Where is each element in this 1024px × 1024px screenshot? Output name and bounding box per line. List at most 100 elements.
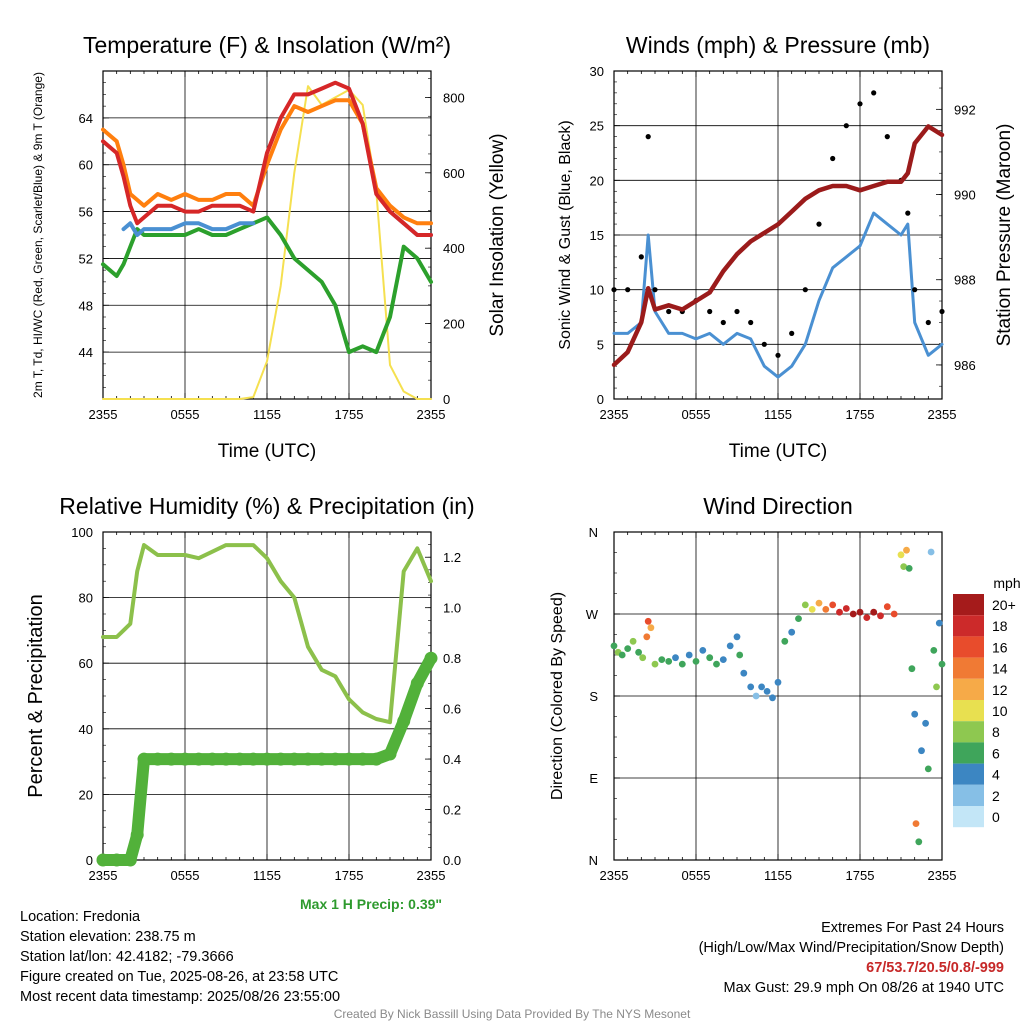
y-tick-label-right: 986 — [954, 358, 976, 373]
direction-point — [870, 608, 878, 616]
colorbar-label: 12 — [992, 682, 1008, 698]
x-tick-label: 2355 — [600, 407, 629, 422]
precip-point — [137, 752, 151, 766]
direction-point — [658, 656, 666, 663]
panel-1: 2355 0555 1155 1755 2355 Temperature (F) & In… — [31, 32, 508, 462]
colorbar-swatch — [953, 721, 984, 743]
y-tick-label-left: 25 — [590, 119, 604, 134]
gust-point — [652, 287, 658, 293]
direction-point — [763, 688, 771, 695]
y-tick-label-left: 60 — [79, 656, 93, 671]
series-temp — [101, 80, 433, 237]
direction-point — [624, 645, 632, 652]
gust-point — [789, 330, 795, 336]
x-tick-label: 2355 — [417, 868, 446, 883]
y-tick-label-left: 64 — [79, 111, 93, 126]
credit-line: Created By Nick Bassill Using Data Provi… — [333, 1007, 691, 1021]
x-tick-label: 1755 — [846, 407, 875, 422]
colorbar-title: mph — [993, 575, 1020, 591]
x-tick-label: 2355 — [600, 868, 629, 883]
direction-point — [815, 599, 823, 607]
y-tick-label-left: 15 — [590, 228, 604, 243]
panel-title: Wind Direction — [703, 493, 853, 519]
direction-tick-label: N — [589, 525, 598, 540]
direction-point — [915, 838, 923, 846]
direction-tick-label: E — [589, 771, 598, 786]
precip-point — [301, 752, 315, 766]
gust-point — [707, 308, 713, 315]
direction-point — [685, 651, 693, 659]
direction-point — [618, 651, 626, 659]
x-tick-label: 0555 — [171, 868, 200, 883]
y-axis-label-left: 2m T, Td, HI/WC (Red, Green, Scarlet/Blu… — [31, 72, 45, 398]
y-tick-label-right: 0.6 — [443, 702, 461, 717]
y-tick-label-right: 988 — [954, 273, 976, 288]
direction-point — [672, 654, 679, 662]
direction-tick-label: S — [589, 689, 598, 704]
y-tick-label-left: 20 — [590, 173, 604, 188]
gust-point — [720, 319, 726, 326]
gust-point — [871, 90, 877, 96]
colorbar-label: 8 — [992, 724, 1000, 740]
direction-tick-label: N — [589, 853, 598, 868]
y-tick-label-right: 400 — [443, 241, 465, 256]
panel-4: 2355 0555 1155 1755 2355 Wind Direction N E S W N D… — [549, 493, 1021, 883]
colorbar-swatch — [953, 763, 984, 785]
y-axis-label-left: Percent & Precipitation — [25, 594, 47, 797]
x-axis-label: Time (UTC) — [729, 441, 828, 462]
gust-point — [611, 287, 617, 293]
series-relative-humidity — [101, 543, 433, 725]
colorbar-label: 2 — [992, 788, 1000, 804]
gust-point — [645, 134, 651, 140]
gust-point — [625, 287, 631, 293]
y-axis-label: Direction (Colored By Speed) — [549, 592, 566, 800]
colorbar-swatch — [953, 742, 984, 764]
station-info: Location: Fredonia Station elevation: 23… — [20, 907, 340, 1007]
colorbar-label: 0 — [992, 809, 1000, 825]
x-tick-label: 0555 — [682, 868, 711, 883]
station-latlon: Station lat/lon: 42.4182; -79.3666 — [20, 949, 234, 965]
gust-point — [748, 319, 754, 326]
precip-point — [192, 752, 206, 766]
x-axis-label: Time (UTC) — [218, 441, 317, 462]
colorbar-label: 16 — [992, 639, 1008, 655]
direction-point — [911, 710, 919, 718]
y-tick-label-right: 0.4 — [443, 752, 461, 767]
direction-point — [740, 669, 748, 677]
direction-point — [822, 606, 830, 613]
panel-title: Relative Humidity (%) & Precipitation (i… — [59, 493, 474, 519]
y-tick-label-right: 0.2 — [443, 803, 461, 818]
direction-point — [692, 658, 700, 665]
direction-point — [905, 565, 913, 572]
panel-2: 2355 0555 1155 1755 2355 Winds (mph) & Pressu… — [557, 32, 1015, 462]
precip-point — [410, 676, 424, 690]
direction-point — [629, 637, 637, 645]
direction-point — [933, 683, 940, 691]
x-tick-label: 1755 — [846, 868, 875, 883]
direction-point — [726, 642, 734, 650]
direction-point — [795, 615, 802, 622]
x-tick-label: 1155 — [253, 868, 281, 883]
y-tick-label-right: 800 — [443, 90, 465, 105]
precip-point — [328, 752, 342, 766]
y-tick-label-right: 0.0 — [443, 853, 461, 868]
direction-point — [935, 619, 943, 627]
precip-point — [123, 853, 137, 867]
colorbar-label: 10 — [992, 703, 1008, 719]
gust-point — [816, 221, 822, 227]
direction-point — [908, 665, 916, 673]
y-axis-label-left: Sonic Wind & Gust (Blue, Black) — [557, 120, 574, 349]
direction-point — [890, 610, 898, 618]
direction-tick-label: W — [586, 607, 599, 622]
y-tick-label-left: 40 — [79, 722, 93, 737]
x-tick-label: 2355 — [89, 407, 118, 422]
direction-point — [863, 614, 871, 621]
x-tick-label: 2355 — [417, 407, 446, 422]
y-axis-label-right: Station Pressure (Maroon) — [994, 124, 1015, 347]
x-tick-label: 0555 — [171, 407, 200, 422]
x-tick-label: 1755 — [335, 868, 364, 883]
extremes-panel: Extremes For Past 24 Hours (High/Low/Max… — [699, 918, 1004, 998]
precip-point — [178, 752, 192, 766]
gust-point — [775, 352, 781, 358]
direction-point — [719, 656, 727, 663]
